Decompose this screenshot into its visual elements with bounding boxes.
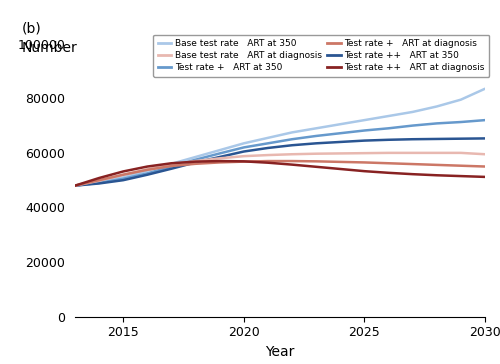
Text: (b): (b) <box>22 22 42 36</box>
X-axis label: Year: Year <box>266 345 294 359</box>
Text: Number: Number <box>22 41 78 55</box>
Legend: Base test rate   ART at 350, Base test rate   ART at diagnosis, Test rate +   AR: Base test rate ART at 350, Base test rat… <box>154 35 489 77</box>
